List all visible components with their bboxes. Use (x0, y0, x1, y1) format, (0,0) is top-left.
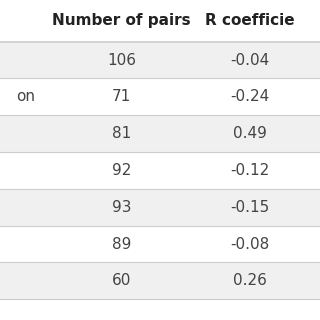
Bar (0, 42, 320, 78)
Bar (0, 262, 320, 299)
Bar (0, 115, 320, 152)
Bar (0, 189, 320, 226)
Text: -0.12: -0.12 (230, 163, 269, 178)
Text: on: on (16, 89, 35, 104)
Text: Number of pairs: Number of pairs (52, 13, 191, 28)
Text: 60: 60 (112, 273, 131, 288)
Text: R coefficie: R coefficie (205, 13, 294, 28)
Text: 89: 89 (112, 236, 131, 252)
Text: 106: 106 (107, 52, 136, 68)
Text: 92: 92 (112, 163, 131, 178)
Text: -0.04: -0.04 (230, 52, 269, 68)
Text: 0.26: 0.26 (233, 273, 267, 288)
Text: 71: 71 (112, 89, 131, 104)
Text: 0.49: 0.49 (233, 126, 267, 141)
Bar (0, 78, 320, 115)
Text: -0.24: -0.24 (230, 89, 269, 104)
Text: 81: 81 (112, 126, 131, 141)
Text: -0.15: -0.15 (230, 200, 269, 215)
Bar (0, 152, 320, 189)
Bar (0, 226, 320, 262)
Text: -0.08: -0.08 (230, 236, 269, 252)
Text: 93: 93 (112, 200, 131, 215)
